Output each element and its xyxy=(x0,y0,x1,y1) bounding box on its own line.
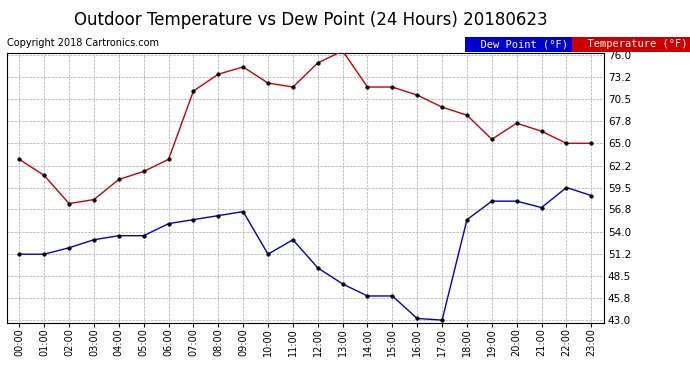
Text: Outdoor Temperature vs Dew Point (24 Hours) 20180623: Outdoor Temperature vs Dew Point (24 Hou… xyxy=(74,11,547,29)
Text: Copyright 2018 Cartronics.com: Copyright 2018 Cartronics.com xyxy=(7,38,159,48)
Text: Dew Point (°F): Dew Point (°F) xyxy=(468,39,580,50)
Text: Temperature (°F): Temperature (°F) xyxy=(575,39,690,50)
